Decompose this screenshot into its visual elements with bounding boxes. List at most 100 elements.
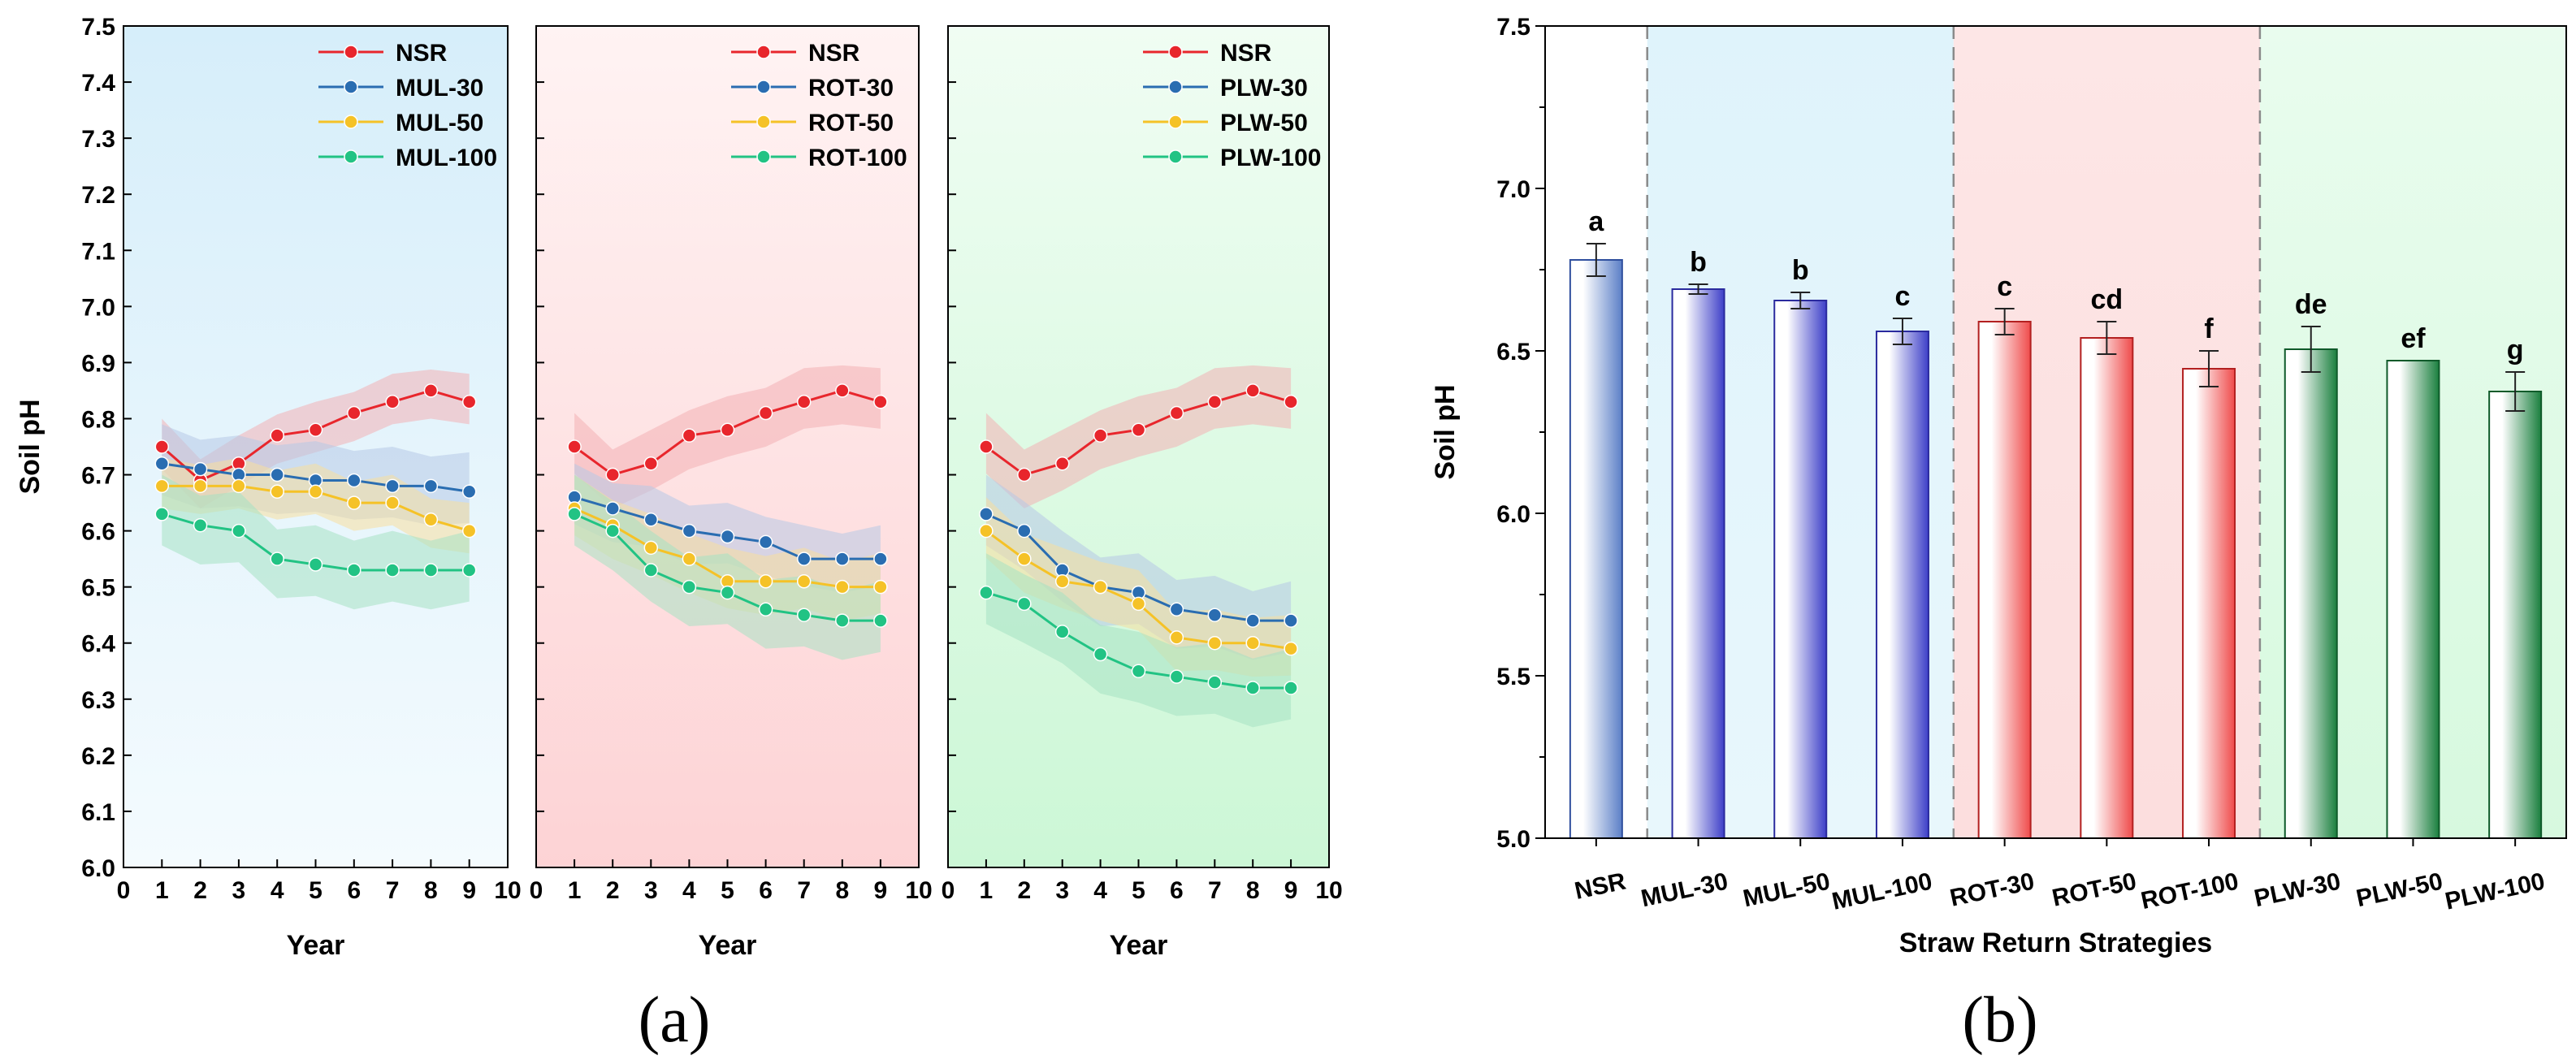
bar — [2080, 337, 2134, 839]
data-point — [1207, 635, 1223, 651]
data-point — [758, 602, 773, 617]
legend-label: PLW-30 — [1220, 75, 1308, 102]
y-tick-label: 6.8 — [81, 406, 115, 433]
x-tick-label: 2 — [1017, 877, 1031, 904]
data-point — [1131, 422, 1146, 438]
data-point — [1284, 613, 1298, 628]
data-point — [1093, 428, 1108, 443]
x-tick-label: 6 — [347, 877, 361, 904]
data-point — [347, 405, 362, 421]
data-point — [1054, 625, 1070, 639]
x-tick-label: 7 — [386, 877, 400, 904]
data-point — [423, 563, 439, 577]
data-point — [758, 405, 773, 421]
data-point — [308, 484, 323, 500]
data-point — [461, 563, 477, 577]
data-point — [979, 439, 994, 454]
x-axis-label: Year — [1110, 930, 1168, 961]
data-point — [1284, 394, 1298, 409]
x-tick-label: 6 — [1170, 877, 1184, 904]
data-point — [1054, 574, 1070, 589]
x-tick-label: 2 — [606, 877, 620, 904]
legend-marker — [1168, 149, 1183, 164]
data-point — [873, 613, 888, 628]
data-point — [270, 484, 284, 500]
legend-marker — [1168, 115, 1183, 129]
x-tick-label: ROT-50 — [2050, 868, 2139, 912]
data-point — [1207, 675, 1223, 690]
legend-label: ROT-100 — [808, 145, 907, 171]
legend-label: ROT-30 — [808, 75, 894, 102]
x-tick-label: 4 — [1093, 877, 1107, 904]
data-point — [423, 478, 439, 494]
legend-marker — [756, 149, 771, 164]
x-tick-label: 8 — [424, 877, 438, 904]
y-axis-label: Soil pH — [1430, 384, 1461, 479]
data-point — [682, 428, 697, 443]
x-tick-label: 7 — [1208, 877, 1222, 904]
x-tick-label: PLW-50 — [2354, 868, 2445, 913]
x-tick-label: 9 — [1284, 877, 1298, 904]
data-point — [1207, 608, 1223, 622]
x-tick-label: 5 — [309, 877, 323, 904]
x-axis-label: Year — [699, 930, 757, 961]
data-point — [1017, 523, 1032, 538]
data-point — [193, 461, 208, 477]
x-tick-label: 7 — [797, 877, 811, 904]
y-tick-label: 7.5 — [81, 14, 115, 41]
significance-label: cd — [2091, 284, 2124, 315]
data-point — [1131, 596, 1146, 612]
bar — [2386, 360, 2440, 839]
significance-label: a — [1588, 206, 1604, 237]
data-point — [461, 484, 477, 500]
y-tick-label: 7.4 — [81, 70, 115, 97]
data-point — [1245, 635, 1260, 651]
data-point — [461, 523, 477, 538]
x-tick-label: 0 — [530, 877, 543, 904]
legend-label: ROT-50 — [808, 110, 894, 136]
line-subplot-2: 0 1 2 3 4 5 6 7 8 9 10 Year NSR ROT-30 ROT-50 ROT-100 — [530, 25, 933, 961]
data-point — [758, 574, 773, 589]
data-point — [873, 579, 888, 595]
x-tick-label: PLW-100 — [2443, 868, 2548, 915]
bar — [1875, 331, 1929, 839]
y-tick-label: 6.2 — [81, 743, 115, 770]
y-tick-label: 7.5 — [1496, 14, 1530, 41]
data-point — [1245, 681, 1260, 695]
bar — [1671, 288, 1725, 839]
data-point — [1169, 669, 1184, 684]
data-point — [1017, 551, 1032, 566]
x-tick-label: 4 — [682, 877, 696, 904]
data-point — [270, 467, 284, 482]
data-point — [1169, 602, 1184, 617]
data-point — [1245, 613, 1260, 628]
data-point — [1207, 394, 1223, 409]
data-point — [605, 501, 620, 516]
data-point — [758, 534, 773, 550]
significance-label: b — [1792, 255, 1809, 286]
x-tick-label: MUL-30 — [1639, 868, 1730, 913]
data-point — [461, 394, 477, 409]
data-point — [385, 394, 400, 409]
x-tick-label: 3 — [232, 877, 246, 904]
legend-label: NSR — [808, 40, 860, 67]
line-subplot-3: 0 1 2 3 4 5 6 7 8 9 10 Year NSR PLW-30 PLW-50 PLW-100 — [942, 25, 1343, 961]
data-point — [270, 551, 284, 566]
data-point — [643, 563, 659, 577]
y-tick-label: 7.0 — [81, 294, 115, 321]
data-point — [682, 551, 697, 566]
y-tick-label: 6.7 — [81, 463, 115, 490]
x-tick-label: 4 — [271, 877, 284, 904]
data-point — [873, 551, 888, 566]
data-point — [347, 495, 362, 510]
x-tick-label: 1 — [155, 877, 169, 904]
data-point — [347, 473, 362, 488]
bar — [2182, 368, 2236, 839]
data-point — [643, 540, 659, 556]
data-point — [720, 422, 735, 438]
x-tick-label: MUL-100 — [1829, 868, 1934, 915]
bar — [2284, 348, 2338, 839]
legend-label: PLW-50 — [1220, 110, 1308, 136]
data-point — [1169, 405, 1184, 421]
